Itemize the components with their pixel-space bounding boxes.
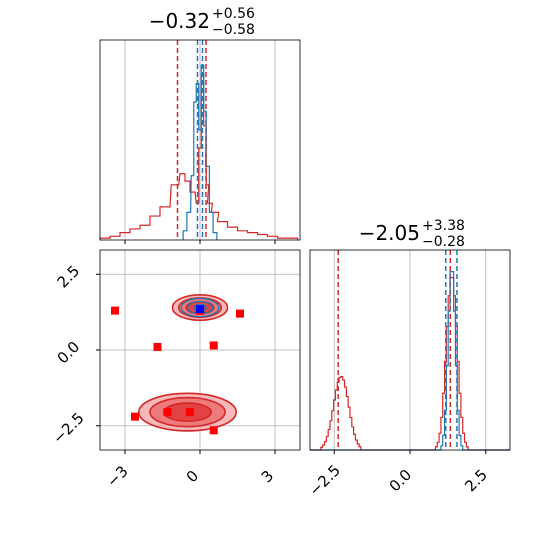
sample-marker [209, 426, 218, 435]
x-tick-label-param1: 0.0 [386, 466, 416, 496]
x-tick-label-param1: 2.5 [461, 466, 491, 496]
x-tick-label-param0: −3 [103, 462, 131, 490]
x-tick-label-param0: 0 [183, 467, 202, 486]
sample-marker [209, 341, 218, 350]
hist-param0-series-0 [99, 73, 299, 240]
sample-marker [186, 408, 194, 417]
x-tick-label-param1: −2.5 [305, 461, 343, 499]
y-tick-label-param1: −2.5 [49, 409, 87, 447]
title-param0-plus: +0.56 [212, 6, 255, 22]
x-tick-label-param0: 3 [258, 467, 277, 486]
sample-marker [153, 342, 162, 351]
y-tick-label-param1: 0.0 [54, 338, 84, 368]
y-tick-label-param1: 2.5 [54, 262, 84, 292]
sample-marker [236, 309, 244, 318]
contour-series-1 [180, 297, 220, 318]
title-param0-minus: −0.58 [212, 22, 255, 38]
sample-marker [131, 412, 139, 421]
hist-param0-series-1 [182, 64, 218, 240]
title-param1-median: −2.05 [359, 221, 420, 245]
title-param1-minus: −0.28 [422, 234, 465, 250]
truth-marker [196, 305, 204, 314]
contour-group [111, 294, 244, 435]
title-param0-median: −0.32 [149, 9, 210, 33]
sample-marker [163, 408, 172, 417]
title-param1-plus: +3.38 [422, 218, 465, 234]
sample-marker [111, 306, 119, 315]
